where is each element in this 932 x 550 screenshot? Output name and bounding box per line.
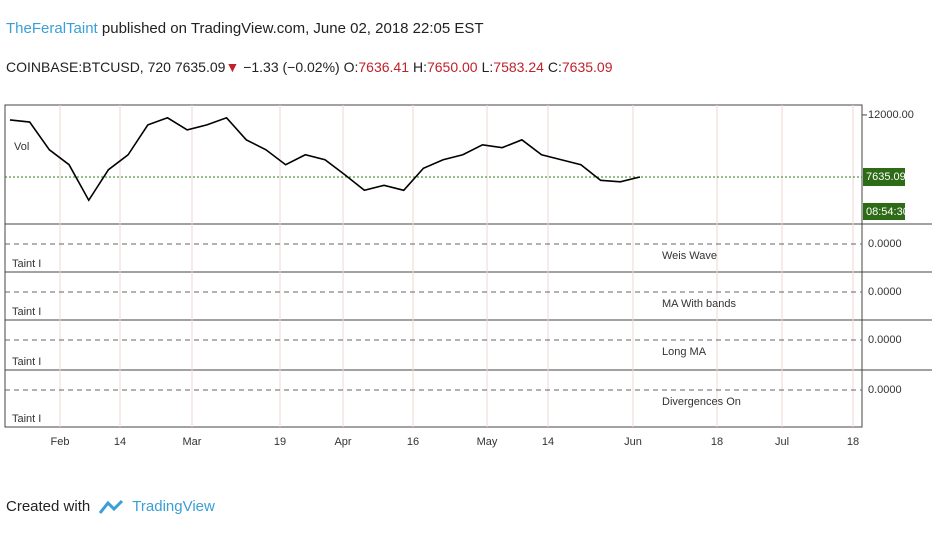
change: −1.33 (−0.02%) bbox=[243, 59, 340, 75]
pane-zero: 0.0000 bbox=[868, 384, 902, 396]
x-tick-label: 18 bbox=[711, 436, 723, 448]
logo bbox=[99, 499, 124, 514]
x-tick-label: 19 bbox=[274, 436, 286, 448]
pane-name: Long MA bbox=[662, 346, 707, 358]
x-tick-label: 14 bbox=[542, 436, 554, 448]
x-tick-label: May bbox=[477, 436, 498, 448]
arrow: ▼ bbox=[225, 59, 240, 75]
chart: Vol Feb 14 Mar 19 Apr 16 May 14 Jun 18 Jul 18 12000.… bbox=[4, 104, 932, 448]
header: TheFeralTaint published on TradingView.c… bbox=[6, 20, 484, 37]
ohlc-label: O: bbox=[343, 59, 359, 75]
ohlc-label: C: bbox=[547, 59, 562, 75]
countdown-box bbox=[863, 203, 905, 220]
last-price-label: 7635.09 bbox=[866, 171, 906, 183]
footer: Created with TradingView bbox=[6, 498, 215, 515]
countdown: 08:54:30 bbox=[866, 206, 909, 218]
symbol: COINBASE:BTCUSD, 720 bbox=[6, 59, 171, 75]
x-tick-label: Mar bbox=[183, 436, 202, 448]
last: 7635.09 bbox=[174, 59, 226, 75]
pane-zero: 0.0000 bbox=[868, 238, 902, 250]
vol-label: Vol bbox=[14, 141, 29, 153]
y-tick-label: 12000.00 bbox=[868, 109, 914, 121]
x-tick-label: Feb bbox=[51, 436, 70, 448]
x-tick-label: 18 bbox=[847, 436, 859, 448]
x-tick-label: Apr bbox=[334, 436, 351, 448]
pane-short: Taint I bbox=[12, 356, 41, 368]
ohlc-value: 7635.09 bbox=[561, 59, 613, 75]
x-tick-label: 14 bbox=[114, 436, 126, 448]
pane-zero: 0.0000 bbox=[868, 286, 902, 298]
ohlc-value: 7650.00 bbox=[426, 59, 478, 75]
last-price-box bbox=[863, 168, 905, 187]
pane-zero: 0.0000 bbox=[868, 334, 902, 346]
pane-name: Divergences On bbox=[662, 396, 741, 408]
pane-short: Taint I bbox=[12, 306, 41, 318]
x-tick-label: 16 bbox=[407, 436, 419, 448]
ohlc-value: 7636.41 bbox=[358, 59, 409, 75]
pane-name: MA With bands bbox=[662, 298, 736, 310]
brand[interactable]: TradingView bbox=[132, 498, 215, 515]
pane-short: Taint I bbox=[12, 258, 41, 270]
pane-name: Weis Wave bbox=[662, 250, 717, 262]
created: Created with bbox=[6, 498, 91, 515]
ohlc-value: 7583.24 bbox=[493, 59, 544, 75]
published: published on TradingView.com, June 02, 2… bbox=[101, 20, 484, 37]
author[interactable]: TheFeralTaint bbox=[6, 20, 98, 37]
pane-short: Taint I bbox=[12, 413, 41, 425]
frame bbox=[4, 104, 863, 428]
x-tick-label: Jul bbox=[775, 436, 789, 448]
ohlc-label: L: bbox=[481, 59, 494, 75]
ohlc: O:7636.41 H:7650.00 L:7583.24 C:7635.09 bbox=[344, 59, 617, 75]
price-line bbox=[9, 116, 641, 202]
symbol-bar: COINBASE:BTCUSD, 720 7635.09▼ −1.33 (−0.… bbox=[6, 59, 617, 75]
ohlc-label: H: bbox=[412, 59, 427, 75]
x-tick-label: Jun bbox=[624, 436, 642, 448]
